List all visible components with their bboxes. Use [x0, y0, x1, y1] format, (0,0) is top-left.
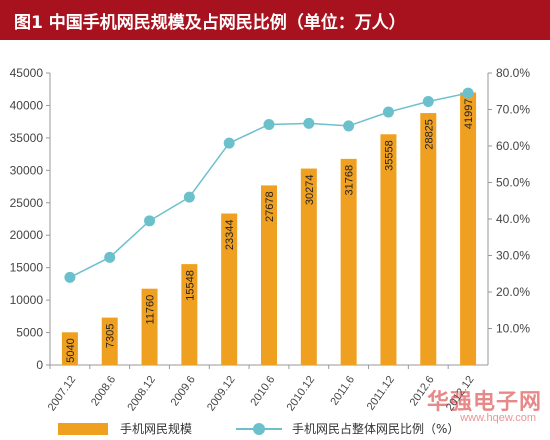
legend-line-label: 手机网民占整体网民比例（%）: [292, 422, 460, 436]
watermark-logo: 华强电子网: [426, 390, 542, 415]
bar-data-label: 23344: [224, 220, 236, 251]
y-left-tick-label: 0: [36, 358, 43, 372]
bar: [420, 113, 437, 366]
x-tick-label: 2009.6: [169, 374, 198, 408]
bar-data-label: 27678: [264, 191, 276, 222]
bar: [460, 92, 477, 365]
line-point: [422, 95, 434, 107]
x-tick-label: 2008.12: [125, 374, 158, 413]
bar: [61, 332, 78, 365]
bar: [261, 185, 277, 365]
bar-data-label: 41997: [463, 98, 475, 129]
y-left-tick-label: 35000: [10, 131, 44, 145]
y-right-tick-label: 80.0%: [496, 66, 530, 80]
y-left-tick-label: 25000: [10, 196, 44, 210]
legend-item-line: 手机网民占整体网民比例（%）: [236, 420, 459, 437]
x-tick-label: 2007.12: [46, 374, 79, 413]
line-point: [462, 87, 474, 99]
bar: [181, 264, 198, 365]
chart-title: 图1 中国手机网民规模及占网民比例（单位：万人）: [0, 0, 550, 40]
bar-data-label: 7305: [105, 324, 117, 348]
bar-data-label: 31768: [344, 165, 356, 196]
line-point: [183, 191, 195, 203]
bar-data-label: 11760: [145, 295, 157, 325]
line-point: [382, 106, 394, 118]
line-point: [343, 120, 355, 132]
bar-data-label: 5040: [65, 338, 77, 362]
line-point: [303, 117, 315, 129]
y-right-tick-label: 40.0%: [496, 212, 530, 226]
x-tick-label: 2010.12: [285, 374, 318, 413]
legend-bar-swatch: [58, 422, 108, 435]
bar-data-label: 30274: [304, 175, 316, 206]
y-left-tick-label: 45000: [10, 66, 44, 80]
bar: [141, 288, 158, 365]
bar: [380, 134, 397, 365]
y-right-tick-label: 50.0%: [496, 176, 530, 190]
y-left-tick-label: 40000: [10, 98, 44, 112]
x-tick-label: 2011.6: [328, 374, 357, 408]
y-left-tick-label: 20000: [10, 228, 44, 242]
y-right-tick-label: 60.0%: [496, 139, 530, 153]
line-point: [144, 215, 156, 227]
bar-data-label: 28825: [423, 119, 435, 150]
y-right-tick-label: 20.0%: [496, 285, 530, 299]
x-tick-label: 2009.12: [205, 374, 238, 413]
bar: [300, 168, 317, 365]
legend-bar-label: 手机网民规模: [120, 422, 193, 436]
y-left-tick-label: 15000: [10, 261, 44, 275]
line-point: [263, 118, 275, 130]
bar: [101, 317, 118, 365]
combo-chart: 0 5000 10000 15000 20000 25000 30000 35000 40000…: [10, 66, 531, 413]
y-left-tick-label: 30000: [10, 163, 44, 177]
bar: [340, 158, 357, 365]
y-right-tick-label: 10.0%: [496, 322, 530, 336]
line-point: [104, 251, 116, 263]
line-point: [223, 137, 235, 149]
y-left-tick-label: 5000: [16, 326, 43, 340]
watermark-url: www.hqew.com: [460, 412, 536, 424]
bar-data-label: 15548: [184, 270, 196, 301]
legend-item-bar: 手机网民规模: [58, 420, 192, 437]
bar: [221, 213, 238, 365]
x-tick-label: 2010.6: [248, 374, 277, 408]
bar-data-label: 35558: [383, 140, 395, 171]
y-left-tick-label: 10000: [10, 293, 44, 307]
x-tick-label: 2008.6: [89, 374, 118, 408]
y-right-tick-label: 70.0%: [496, 103, 530, 117]
x-tick-label: 2011.12: [365, 374, 397, 413]
line-point: [64, 271, 76, 283]
chart-legend: 手机网民规模 手机网民占整体网民比例（%）: [0, 418, 550, 440]
legend-line-swatch: [236, 422, 282, 435]
y-right-tick-label: 30.0%: [496, 249, 530, 263]
